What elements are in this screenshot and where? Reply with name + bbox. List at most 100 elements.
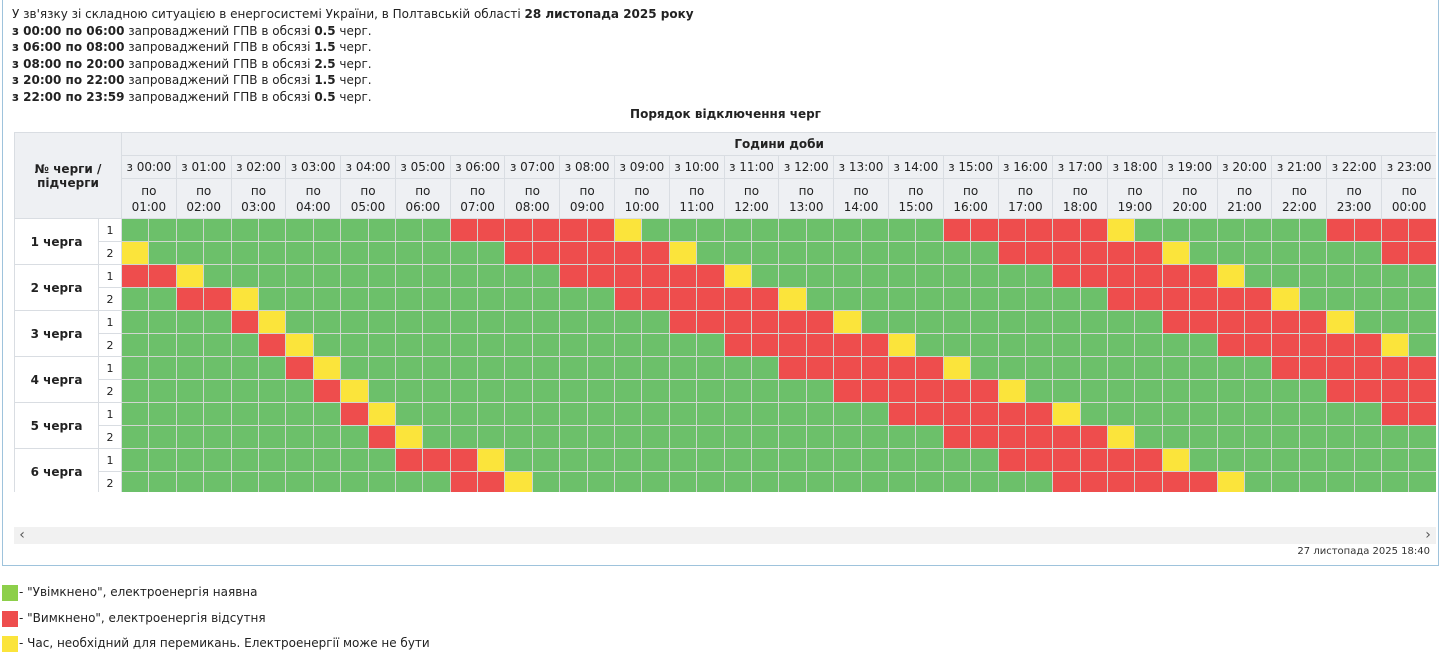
hour-end-prefix: по: [853, 183, 869, 198]
schedule-cell-on: [285, 379, 314, 403]
schedule-cell-on: [833, 264, 862, 288]
schedule-cell-on: [696, 379, 725, 403]
schedule-cell-on: [312, 425, 342, 449]
schedule-cell-on: [1189, 241, 1218, 265]
schedule-cell-off: [1326, 379, 1355, 403]
schedule-cell-on: [340, 448, 369, 472]
schedule-cell-off: [1052, 448, 1081, 472]
schedule-cell-maybe: [778, 287, 807, 311]
outage-schedule-table: № черги / підчерги Години доби з 00:00 з …: [14, 132, 1436, 492]
schedule-cell-on: [449, 241, 479, 265]
schedule-cell-on: [449, 333, 479, 357]
schedule-cell-on: [1134, 333, 1163, 357]
schedule-cell-on: [805, 471, 835, 492]
schedule-cell-on: [1107, 356, 1136, 380]
schedule-cell-on: [230, 425, 259, 449]
schedule-cell-on: [257, 356, 287, 380]
hour-end-header: по 21:00: [1216, 178, 1273, 219]
scroll-right-icon[interactable]: ›: [1425, 527, 1431, 543]
schedule-cell-off: [614, 241, 643, 265]
schedule-cell-on: [641, 471, 670, 492]
schedule-cell-on: [559, 425, 588, 449]
schedule-cell-on: [1298, 241, 1328, 265]
queue-label: 3 черга: [14, 310, 99, 357]
hour-start-header: з 05:00: [394, 155, 451, 179]
schedule-cell-on: [1353, 241, 1382, 265]
hour-start-header: з 19:00: [1161, 155, 1218, 179]
schedule-cell-on: [1024, 356, 1054, 380]
schedule-cell-on: [1052, 379, 1081, 403]
schedule-cell-on: [641, 425, 670, 449]
schedule-cell-off: [860, 333, 889, 357]
schedule-cell-off: [1353, 218, 1382, 242]
queue-row: 2: [15, 425, 1436, 449]
schedule-cell-on: [504, 287, 533, 311]
queue-label: 6 черга: [14, 448, 99, 492]
schedule-cell-maybe: [1161, 448, 1191, 472]
schedule-cell-on: [1244, 471, 1273, 492]
schedule-cell-off: [1189, 287, 1218, 311]
schedule-cell-on: [230, 333, 259, 357]
schedule-cell-on: [312, 471, 342, 492]
schedule-cell-on: [148, 287, 177, 311]
schedule-cell-off: [148, 264, 177, 288]
schedule-cell-off: [1380, 356, 1410, 380]
notice-line-time: з 00:00 по 06:00: [12, 23, 125, 38]
schedule-cell-on: [1107, 310, 1136, 334]
schedule-cell-off: [559, 241, 588, 265]
hour-end-value: 08:00: [515, 199, 550, 214]
hour-end-header: по 01:00: [121, 178, 177, 219]
schedule-cell-off: [1134, 264, 1163, 288]
schedule-cell-on: [1161, 425, 1191, 449]
schedule-cell-on: [641, 402, 670, 426]
schedule-cell-on: [203, 310, 232, 334]
schedule-cell-off: [1107, 264, 1136, 288]
schedule-cell-off: [1408, 402, 1436, 426]
schedule-cell-on: [1134, 379, 1163, 403]
hour-end-value: 03:00: [241, 199, 276, 214]
schedule-cell-on: [997, 471, 1026, 492]
schedule-cell-on: [641, 310, 670, 334]
schedule-cell-off: [887, 402, 917, 426]
schedule-cell-on: [422, 471, 451, 492]
schedule-cell-on: [312, 402, 342, 426]
schedule-cell-off: [750, 287, 780, 311]
schedule-cell-on: [614, 356, 643, 380]
hour-end-prefix: по: [1017, 183, 1033, 198]
schedule-cell-on: [394, 310, 424, 334]
schedule-cell-on: [614, 425, 643, 449]
scroll-left-icon[interactable]: ‹: [19, 527, 25, 543]
schedule-cell-on: [148, 448, 177, 472]
schedule-cell-on: [1326, 471, 1355, 492]
hour-end-value: 12:00: [734, 199, 769, 214]
schedule-cell-off: [1079, 471, 1109, 492]
notice-line-amount: 2.5: [314, 56, 336, 71]
schedule-cell-on: [614, 471, 643, 492]
schedule-cell-on: [120, 333, 150, 357]
schedule-cell-maybe: [367, 402, 396, 426]
schedule-cell-off: [942, 402, 972, 426]
schedule-cell-on: [668, 448, 698, 472]
subqueue-label: 2: [98, 379, 122, 403]
horizontal-scrollbar[interactable]: ‹ ›: [14, 527, 1436, 544]
schedule-cell-on: [887, 471, 917, 492]
schedule-cell-on: [531, 310, 561, 334]
schedule-cell-off: [203, 287, 232, 311]
schedule-cell-on: [1244, 356, 1273, 380]
schedule-cell-on: [750, 264, 780, 288]
subqueue-label: 1: [98, 218, 122, 242]
legend-text: - "Увімкнено", електроенергія наявна: [19, 585, 258, 599]
schedule-cell-on: [120, 356, 150, 380]
schedule-cell-off: [175, 287, 205, 311]
schedule-cell-on: [778, 241, 807, 265]
hour-start-header: з 11:00: [723, 155, 780, 179]
schedule-cell-off: [860, 356, 889, 380]
schedule-cell-on: [1353, 448, 1382, 472]
schedule-cell-on: [1271, 448, 1300, 472]
schedule-cell-on: [367, 333, 396, 357]
schedule-cell-off: [1408, 356, 1436, 380]
schedule-cell-on: [394, 287, 424, 311]
notice-title: У зв'язку зі складною ситуацією в енерго…: [12, 6, 694, 23]
schedule-cell-on: [1326, 425, 1355, 449]
schedule-cell-on: [477, 356, 506, 380]
